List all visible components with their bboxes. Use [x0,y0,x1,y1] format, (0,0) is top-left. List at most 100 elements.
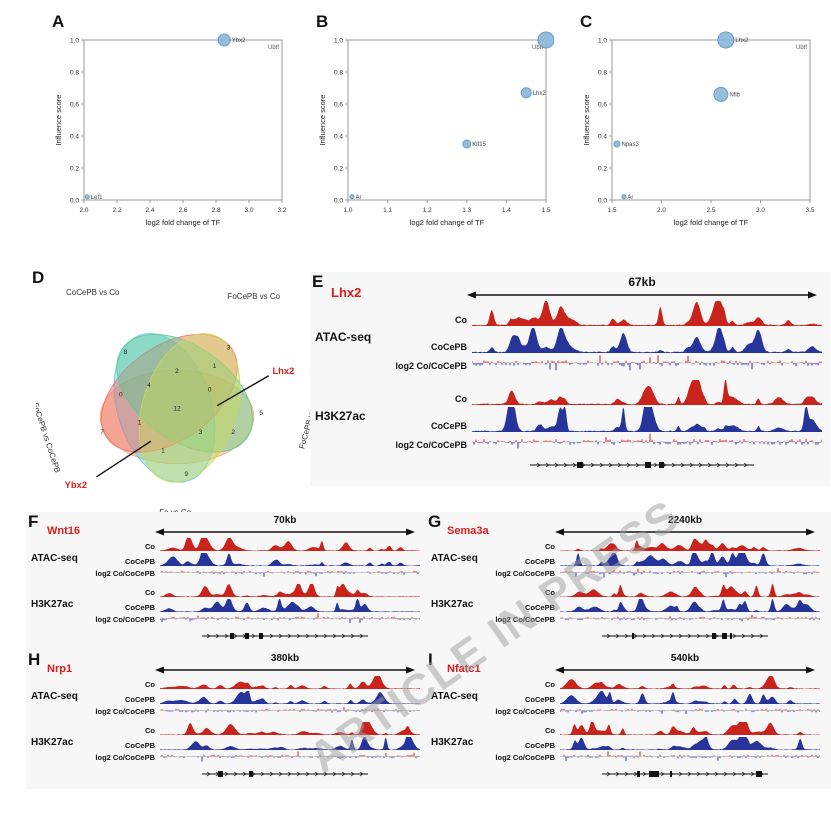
scatter-point-Ar [349,194,355,200]
track-panel-lhx2: E Lhx2 67kb ATAC-seq Co CoCePB log2 Co/CoCePB H… [310,272,830,486]
svg-text:0.4: 0.4 [598,133,607,140]
span-arrow [555,666,815,674]
track-H3K27ac-log2-Co-CoCePB [560,613,820,624]
region-span-label: 67kb [628,275,656,289]
track-row-label: log2 Co/CoCePB [495,568,555,578]
assay-group-label: ATAC-seq [315,329,372,344]
gene-name: Sema3a [447,525,489,537]
svg-text:1.5: 1.5 [607,207,616,214]
scatter-panels-row: A 2.0 2.2 2.4 2.6 2.8 3.0 3.2 0.0 0.2 0.4 0.6 0.8 1.0… [50,12,818,234]
venn-count: 9 [185,471,189,478]
venn-count: 7 [100,429,104,436]
track-row-label: CoCePB [524,694,555,704]
svg-text:0.8: 0.8 [598,69,607,76]
scatter-point-Lhx2 [520,87,532,99]
track-row-label: log2 Co/CoCePB [395,361,467,372]
venn-set-0 [99,369,255,465]
point-label: Lhx2 [735,38,749,44]
track-ATAC-seq-Co [160,537,420,551]
span-arrow [155,666,415,674]
track-row-label: Co [545,541,555,551]
svg-text:0.0: 0.0 [70,197,79,204]
track-row-label: log2 Co/CoCePB [495,614,555,624]
svg-text:3.0: 3.0 [244,207,253,214]
venn-count: 0 [119,391,123,398]
svg-text:1.5: 1.5 [541,207,550,214]
point-label: Lef1 [91,195,103,201]
track-row-label: log2 Co/CoCePB [495,706,555,716]
svg-text:3.0: 3.0 [756,207,765,214]
track-row-label: CoCePB [124,740,155,750]
venn-count: 1 [213,363,217,370]
track-row-label: log2 Co/CoCePB [95,752,155,762]
venn-panel: D CoCePB vs Co FoCePB vs Co FoCePB vs Fo Fo … [30,268,322,518]
svg-text:1.0: 1.0 [598,37,607,44]
region-span-label: 2240kb [668,515,702,526]
track-panel-nfatc1: I Nfatc1 540kb ATAC-seq Co CoCePB log2 Co/CoCe… [426,650,831,789]
assay-group-label: H3K27ac [431,598,474,610]
track-ATAC-seq-log2-Co-CoCePB [160,705,420,716]
svg-text:0.4: 0.4 [334,133,343,140]
venn-count: 8 [124,349,128,356]
svg-text:0.2: 0.2 [70,165,79,172]
venn-count: 3 [199,429,203,436]
panel-letter: E [312,272,324,291]
panel-letter: A [52,12,65,31]
svg-text:0.6: 0.6 [334,101,343,108]
venn-annotation: Lhx2 [272,366,294,376]
track-panel-sema3a: G Sema3a 2240kb ATAC-seq Co CoCePB log2 Co/CoC… [426,512,831,651]
track-panel-wnt16: F Wnt16 70kb ATAC-seq Co CoCePB log2 Co/CoCePB… [26,512,430,651]
gene-model [602,633,768,639]
svg-text:0.4: 0.4 [70,133,79,140]
track-H3K27ac-CoCePB [560,736,820,750]
venn-count: 1 [161,447,165,454]
corner-label: Ubtf [268,45,279,51]
track-H3K27ac-log2-Co-CoCePB [160,613,420,624]
venn-set-4 [138,332,241,483]
scatter-plot: 1.5 2.0 2.5 3.0 3.5 0.0 0.2 0.4 0.6 0.8 1.0 log2 fo… [582,31,815,227]
point-label: Ybx2 [232,38,246,44]
x-axis-label: log2 fold change of TF [146,218,221,227]
scatter-point-Ar [621,194,627,200]
region-span-label: 540kb [670,653,700,664]
track-ATAC-seq-Co [560,537,820,551]
svg-text:1.0: 1.0 [334,37,343,44]
venn-count: 3 [227,345,231,352]
y-axis-label: Influence score [582,95,591,146]
point-label: Klf15 [472,142,486,148]
track-ATAC-seq-CoCePB [160,690,420,704]
scatter-point-Lef1 [84,194,90,200]
track-H3K27ac-CoCePB [160,736,420,750]
svg-text:2.0: 2.0 [657,207,666,214]
panel-letter: F [28,512,39,531]
track-row-label: Co [145,541,155,551]
svg-text:2.4: 2.4 [145,207,154,214]
venn-count: 5 [259,410,263,417]
venn-count: 1 [138,419,142,426]
svg-text:0.2: 0.2 [598,165,607,172]
track-H3K27ac-CoCePB [560,598,820,612]
point-label: Ar [355,195,361,201]
svg-text:3.5: 3.5 [805,207,814,214]
scatter-point-Ybx2 [217,33,231,47]
track-row-label: Co [455,315,467,326]
venn-set-1 [113,332,216,483]
track-ATAC-seq-log2-Co-CoCePB [160,567,420,578]
gene-name: Nfatc1 [447,663,481,675]
track-row-label: CoCePB [430,342,467,353]
assay-group-label: ATAC-seq [431,552,478,564]
region-span-label: 70kb [273,515,297,526]
point-label: Lhx2 [533,91,547,97]
track-row-label: CoCePB [124,694,155,704]
track-row-label: Co [145,587,155,597]
assay-group-label: H3K27ac [31,736,74,748]
track-row-label: Co [145,725,155,735]
svg-text:0.6: 0.6 [598,101,607,108]
svg-text:0.0: 0.0 [598,197,607,204]
gene-model [202,633,368,639]
track-ATAC-seq-CoCePB [560,552,820,566]
svg-text:3.2: 3.2 [277,207,286,214]
track-row-label: log2 Co/CoCePB [395,440,467,451]
